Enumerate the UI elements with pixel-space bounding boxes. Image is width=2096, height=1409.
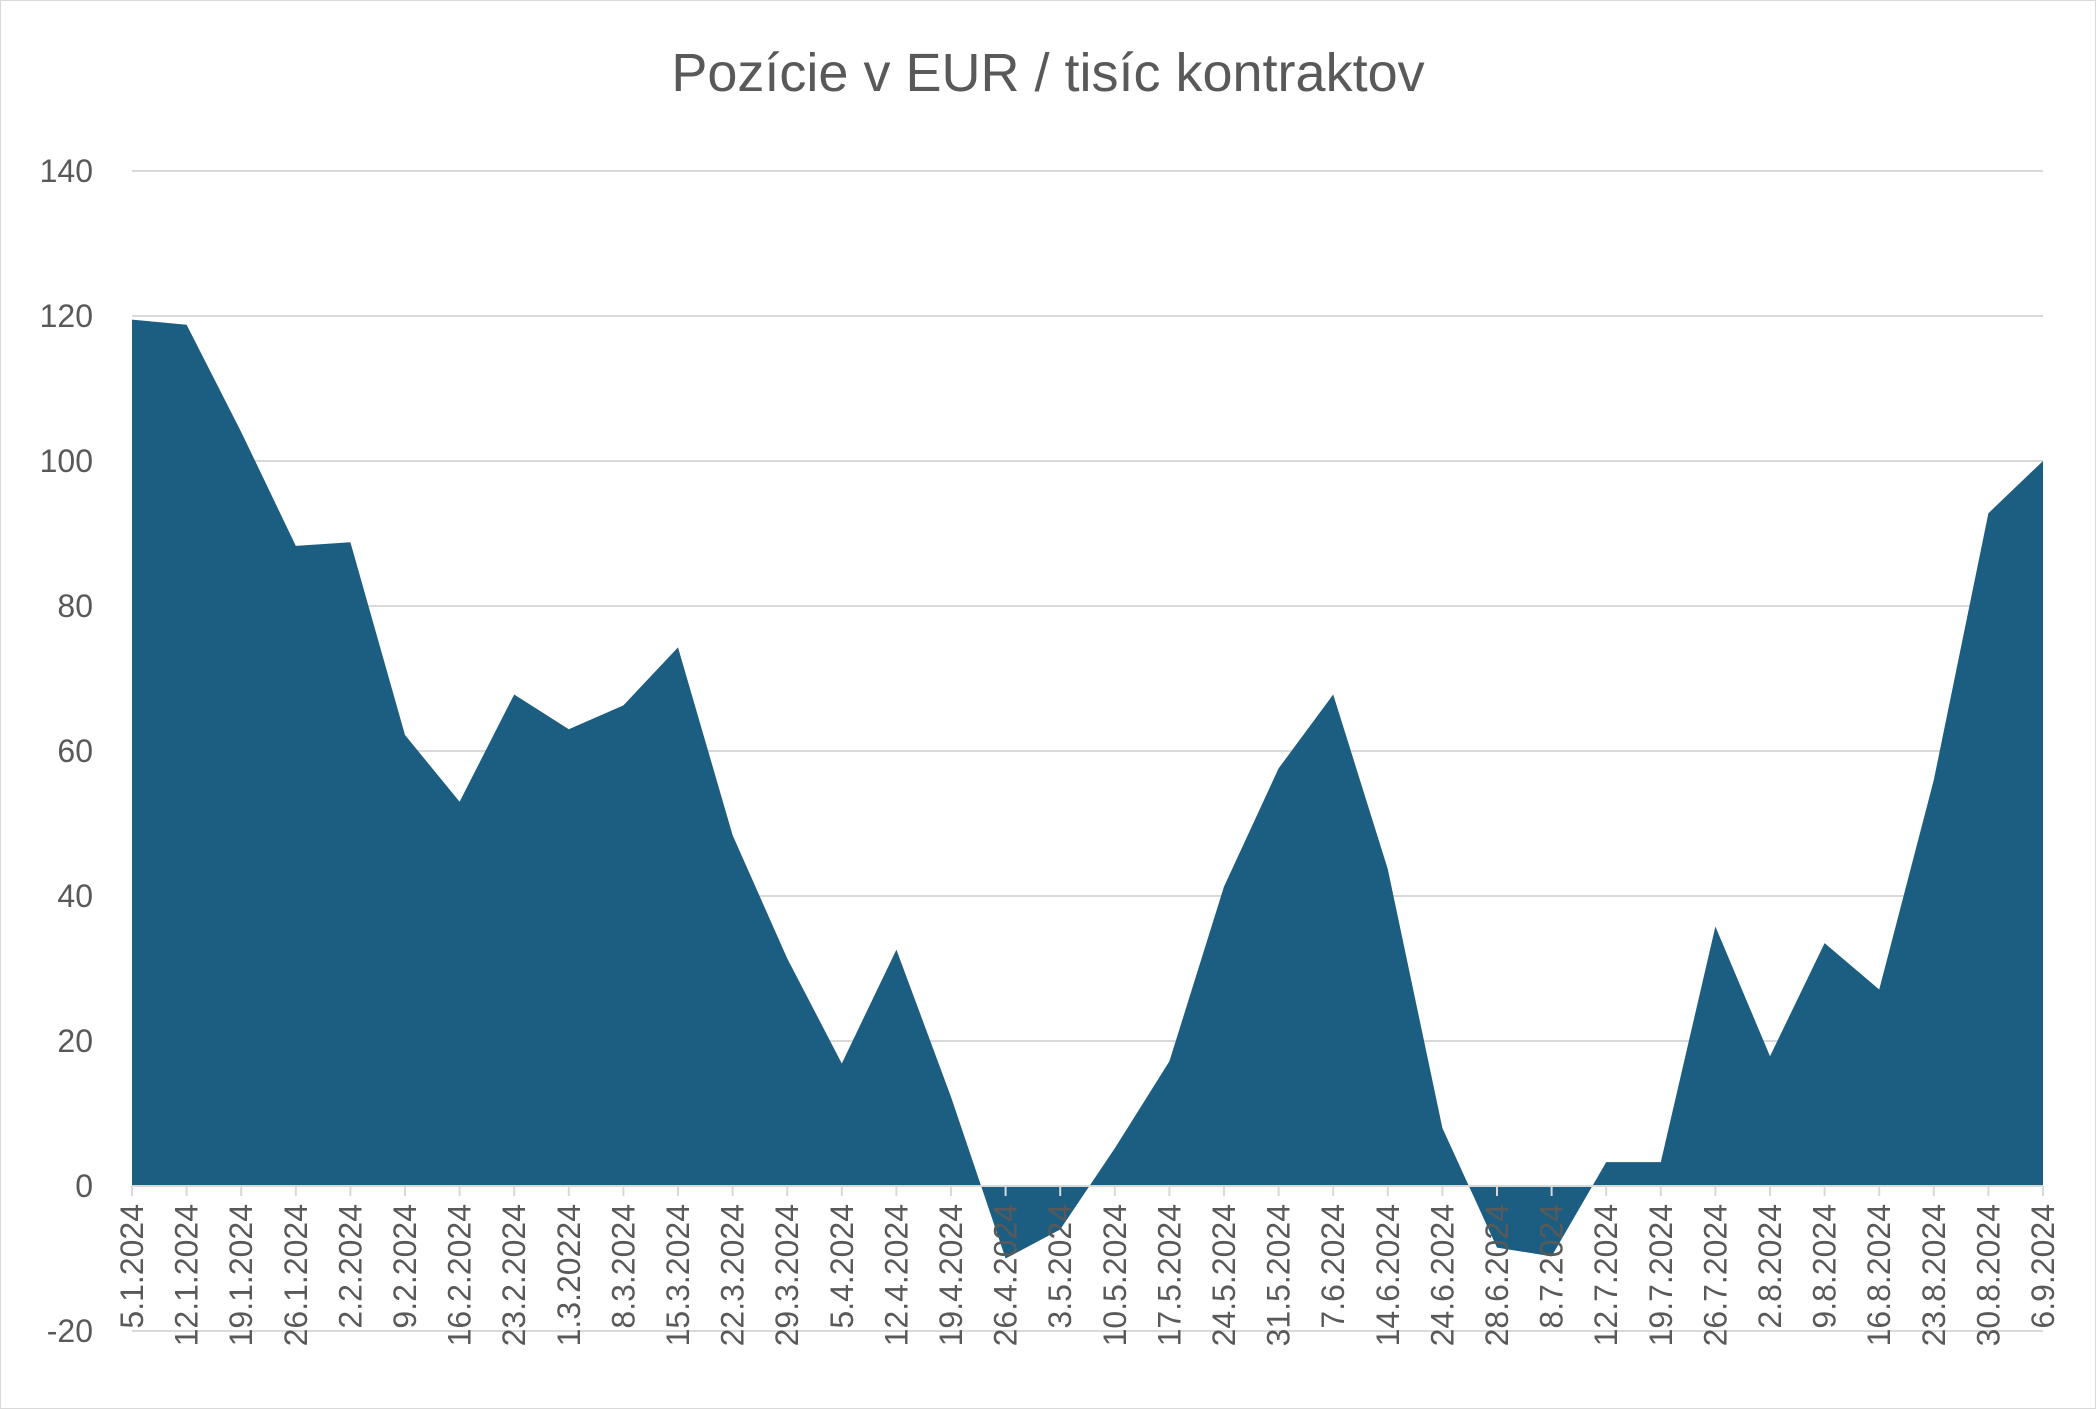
y-tick-label: 80: [57, 588, 93, 624]
x-tick-label: 19.4.2024: [933, 1204, 969, 1346]
x-tick-label: 26.1.2024: [278, 1204, 314, 1346]
x-tick-label: 8.3.2024: [605, 1204, 641, 1329]
x-tick-label: 30.8.2024: [1970, 1204, 2006, 1346]
x-tick-label: 22.3.2024: [715, 1204, 751, 1346]
x-tick-label: 28.6.2024: [1479, 1204, 1515, 1346]
y-tick-label: 40: [57, 878, 93, 914]
y-tick-label: 140: [40, 153, 93, 189]
y-tick-label: 100: [40, 443, 93, 479]
x-tick-label: 12.4.2024: [878, 1204, 914, 1346]
x-tick-label: 19.7.2024: [1643, 1204, 1679, 1346]
y-tick-label: 0: [75, 1168, 93, 1204]
x-tick-label: 1.3.20224: [551, 1204, 587, 1346]
y-tick-label: -20: [47, 1313, 93, 1349]
y-tick-label: 120: [40, 298, 93, 334]
x-tick-label: 10.5.2024: [1097, 1204, 1133, 1346]
x-tick-label: 9.8.2024: [1807, 1204, 1843, 1329]
area-series: [132, 319, 2043, 1259]
x-tick-label: 14.6.2024: [1370, 1204, 1406, 1346]
x-tick-label: 29.3.2024: [769, 1204, 805, 1346]
x-tick-label: 9.2.2024: [387, 1204, 423, 1329]
x-tick-label: 5.4.2024: [824, 1204, 860, 1329]
x-tick-label: 16.2.2024: [442, 1204, 478, 1346]
chart-title: Pozície v EUR / tisíc kontraktov: [671, 43, 1425, 103]
x-tick-label: 17.5.2024: [1151, 1204, 1187, 1346]
x-tick-label: 3.5.2024: [1042, 1204, 1078, 1329]
x-tick-label: 6.9.2024: [2025, 1204, 2061, 1329]
y-tick-label: 60: [57, 733, 93, 769]
x-tick-label: 12.7.2024: [1588, 1204, 1624, 1346]
x-tick-label: 5.1.2024: [114, 1204, 150, 1329]
x-tick-label: 23.8.2024: [1916, 1204, 1952, 1346]
x-tick-label: 16.8.2024: [1861, 1204, 1897, 1346]
x-tick-label: 8.7.2024: [1534, 1204, 1570, 1329]
x-tick-label: 7.6.2024: [1315, 1204, 1351, 1329]
x-tick-label: 12.1.2024: [169, 1204, 205, 1346]
x-tick-label: 15.3.2024: [660, 1204, 696, 1346]
x-tick-label: 19.1.2024: [223, 1204, 259, 1346]
x-tick-label: 24.6.2024: [1424, 1204, 1460, 1346]
x-tick-label: 24.5.2024: [1206, 1204, 1242, 1346]
x-tick-label: 31.5.2024: [1261, 1204, 1297, 1346]
x-tick-label: 26.7.2024: [1697, 1204, 1733, 1346]
x-tick-label: 26.4.2024: [988, 1204, 1024, 1346]
x-tick-label: 23.2.2024: [496, 1204, 532, 1346]
y-tick-label: 20: [57, 1023, 93, 1059]
x-tick-label: 2.8.2024: [1752, 1204, 1788, 1329]
x-tick-label: 2.2.2024: [332, 1204, 368, 1329]
